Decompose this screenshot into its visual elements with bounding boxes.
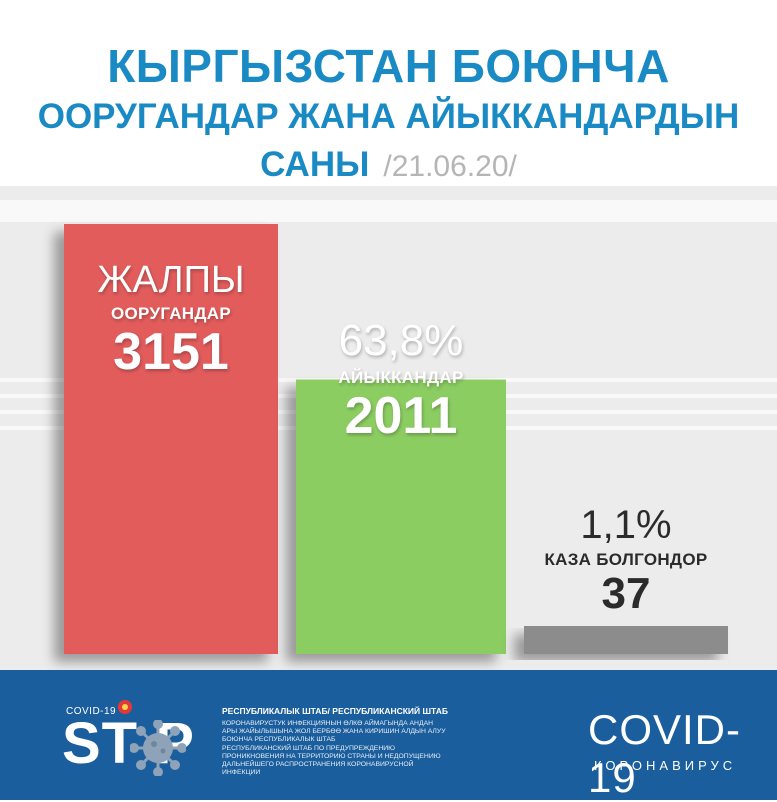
bar-chart [64, 224, 728, 654]
bar-deaths [524, 626, 728, 654]
recovered-label-group: 63,8% АЙЫККАНДАР 2011 [296, 316, 506, 444]
background-stripe [0, 200, 777, 222]
title-line-3: САНЫ/21.06.20/ [0, 142, 777, 190]
hq-text-kyrgyz: КОРОНАВИРУСТУК ИНФЕКЦИЯНЫН ӨЛКӨ АЙМАГЫНД… [222, 720, 446, 743]
chart-area: ЖАЛПЫ ООРУГАНДАР 3151 63,8% АЙЫККАНДАР 2… [0, 186, 777, 670]
page-title: КЫРГЫЗСТАН БОЮНЧА ООРУГАНДАР ЖАНА АЙЫККА… [0, 40, 777, 190]
deaths-value: 37 [601, 569, 651, 618]
bar-recovered [296, 379, 506, 654]
total-value: 3151 [113, 323, 229, 381]
title-line-3-text: САНЫ [260, 145, 370, 184]
total-label-sub: ООРУГАНДАР [111, 304, 231, 323]
hq-title: РЕСПУБЛИКАЛЫК ШТАБ/ РЕСПУБЛИКАНСКИЙ ШТАБ [222, 706, 448, 716]
title-line-2: ООРУГАНДАР ЖАНА АЙЫККАНДАРДЫН [37, 97, 740, 136]
coronavirus-subtitle: КОРОНАВИРУС [594, 758, 737, 773]
recovered-percent: 63,8% [338, 316, 464, 365]
covid-19-title: COVID-19 [588, 706, 741, 801]
deaths-label-group: 1,1% КАЗА БОЛГОНДОР 37 [524, 502, 728, 618]
virus-icon [130, 720, 186, 776]
kyrgyz-flag-icon [118, 700, 132, 714]
total-label-top: ЖАЛПЫ [97, 259, 245, 301]
deaths-label: КАЗА БОЛГОНДОР [544, 550, 708, 569]
hq-text-russian: РЕСПУБЛИКАНСКИЙ ШТАБ ПО ПРЕДУПРЕЖДЕНИЮ П… [222, 745, 441, 776]
deaths-percent: 1,1% [580, 503, 672, 547]
covid-small-label: COVID-19 [66, 706, 117, 717]
footer-banner: COVID-19 ST P РЕСПУБЛИКАЛЫК ШТАБ/ РЕСПУБ… [0, 670, 777, 801]
recovered-label: АЙЫККАНДАР [338, 368, 464, 387]
date-label: /21.06.20/ [383, 150, 517, 183]
total-label-group: ЖАЛПЫ ООРУГАНДАР 3151 [64, 258, 278, 380]
recovered-value: 2011 [344, 387, 458, 445]
bar-total [64, 224, 278, 654]
title-line-1: КЫРГЫЗСТАН БОЮНЧА [107, 40, 670, 92]
